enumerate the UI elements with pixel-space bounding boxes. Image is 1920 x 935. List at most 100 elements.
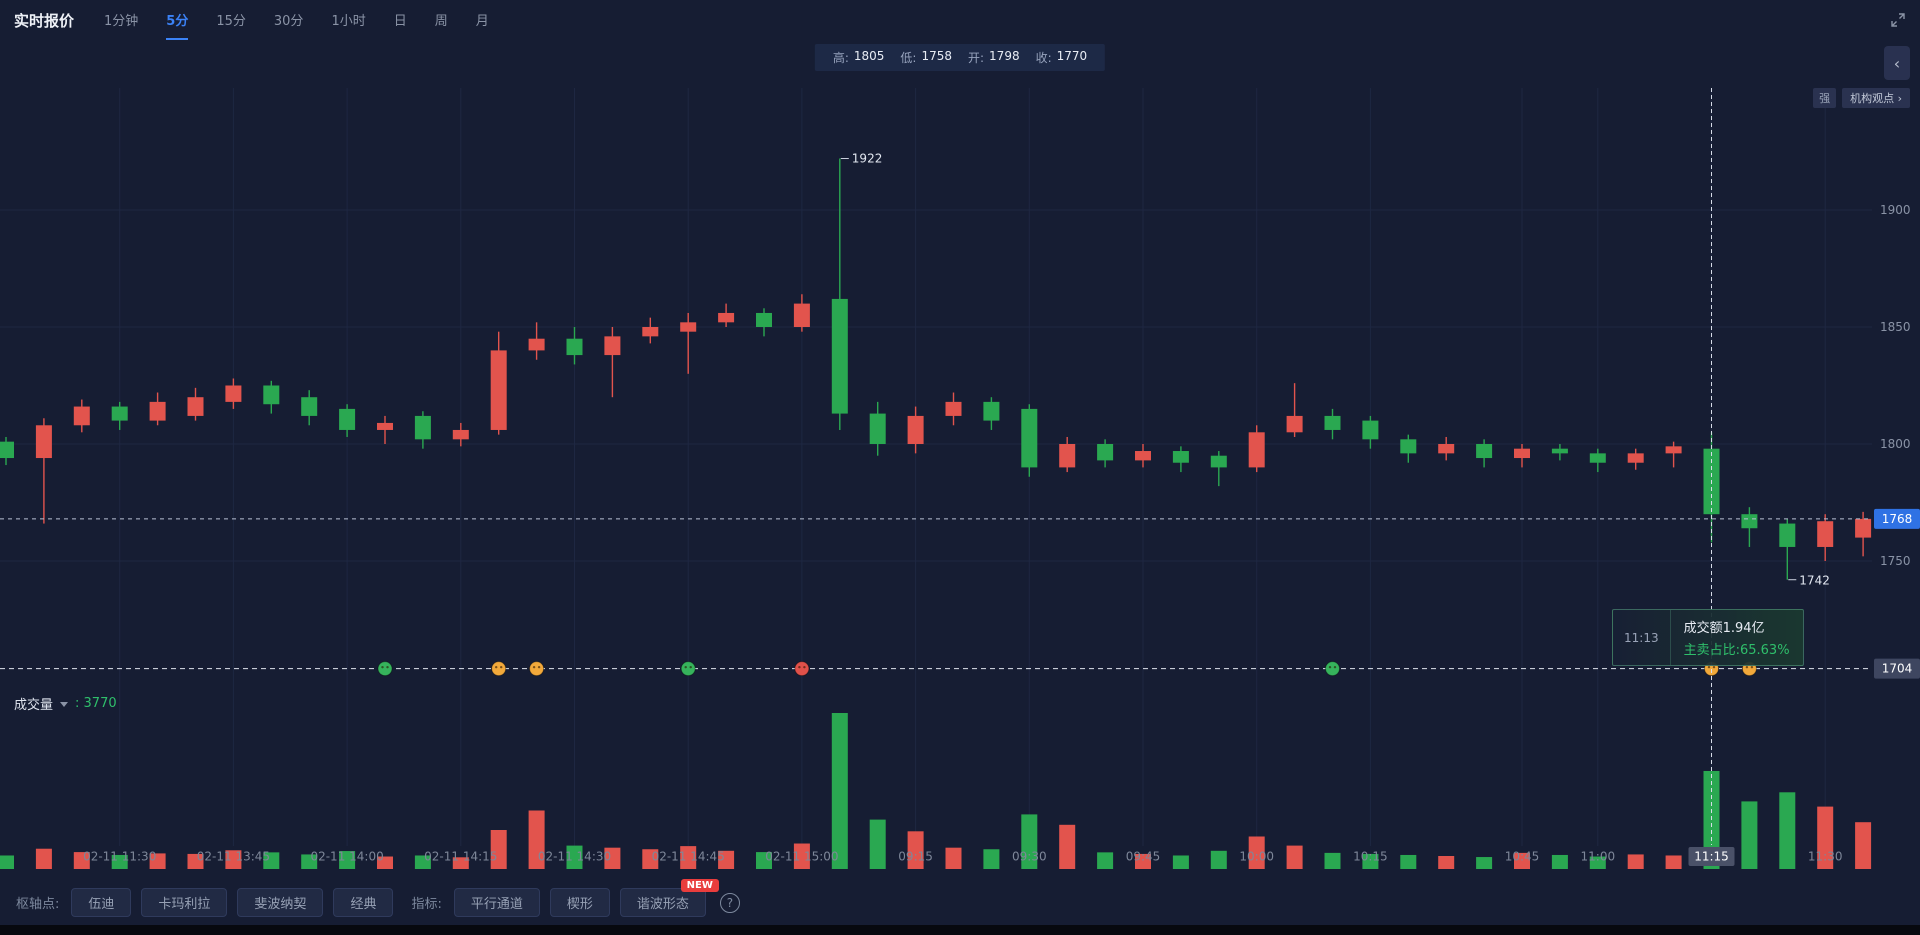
candle-body[interactable] [1172,451,1189,463]
volume-bar[interactable] [907,831,924,869]
volume-bar[interactable] [1817,806,1834,869]
signal-marker-icon[interactable] [491,661,507,677]
candle-body[interactable] [1627,453,1644,463]
volume-bar[interactable] [452,857,469,869]
candle-body[interactable] [339,408,356,430]
candle-body[interactable] [1400,439,1417,454]
volume-bar[interactable] [1514,852,1530,869]
volume-bar[interactable] [35,848,52,869]
candle-body[interactable] [301,397,318,416]
candle-body[interactable] [263,385,280,405]
candle-body[interactable] [1059,444,1076,468]
volume-bar[interactable] [1059,824,1076,869]
candle-body[interactable] [149,401,166,421]
volume-bar[interactable] [869,819,886,869]
volume-bar[interactable] [339,851,356,869]
indicator-button-平行通道[interactable]: 平行通道 [453,888,540,917]
candle-body[interactable] [907,415,924,444]
indicator-button-楔形[interactable]: 楔形 [549,888,610,917]
volume-bar[interactable] [490,830,507,869]
signal-marker-icon[interactable] [377,661,393,677]
volume-bar[interactable] [1248,836,1265,870]
volume-bar[interactable] [680,846,697,869]
candle-body[interactable] [1551,448,1568,454]
volume-bar[interactable] [1324,852,1341,869]
candle-body[interactable] [604,336,621,356]
volume-bar[interactable] [642,849,659,869]
volume-bar[interactable] [414,855,431,869]
tab-1分钟[interactable]: 1分钟 [104,13,139,29]
volume-bar[interactable] [149,853,166,869]
tab-30分[interactable]: 30分 [273,13,304,29]
candle-body[interactable] [1362,420,1379,440]
fullscreen-icon[interactable] [1890,12,1906,28]
candle-body[interactable] [793,303,810,327]
candle-body[interactable] [1589,453,1606,463]
candle-body[interactable] [414,415,431,440]
tab-月[interactable]: 月 [475,13,489,29]
volume-bar[interactable] [301,854,318,869]
candle-body[interactable] [566,338,583,356]
signal-marker-icon[interactable] [529,661,545,677]
candle-body[interactable] [1021,408,1038,468]
volume-bar[interactable] [187,853,204,869]
candle-body[interactable] [1248,432,1265,468]
candle-body[interactable] [831,298,848,414]
institution-viewpoint-link[interactable]: 机构观点 › [1842,88,1910,108]
candle-body[interactable] [680,322,697,332]
candle-body[interactable] [452,429,469,440]
candle-body[interactable] [1210,455,1227,468]
candle-body[interactable] [35,425,52,459]
candle-body[interactable] [642,327,659,337]
signal-marker-icon[interactable] [1325,661,1340,677]
signal-marker-icon[interactable] [680,661,696,677]
volume-bar[interactable] [1021,814,1038,869]
candle-body[interactable] [718,312,735,323]
candle-body[interactable] [225,385,242,402]
candle-body[interactable] [490,350,507,430]
volume-bar[interactable] [1779,792,1796,869]
volume-bar[interactable] [1627,854,1644,869]
candle-body[interactable] [1324,415,1341,430]
candle-body[interactable] [187,397,204,416]
candle-body[interactable] [1476,444,1493,459]
pivot-button-伍迪[interactable]: 伍迪 [71,888,132,917]
candle-body[interactable] [1097,444,1114,461]
volume-bar[interactable] [0,855,14,869]
candle-body[interactable] [0,441,14,459]
volume-bar[interactable] [1400,854,1417,869]
volume-bar[interactable] [831,713,848,869]
pivot-button-卡玛利拉[interactable]: 卡玛利拉 [141,888,228,917]
chevron-down-icon[interactable] [60,702,69,707]
candle-body[interactable] [377,422,393,430]
volume-bar[interactable] [1097,852,1114,869]
collapse-panel-button[interactable]: ‹ [1884,46,1910,80]
volume-bar[interactable] [528,810,545,870]
candle-body[interactable] [1135,451,1151,461]
volume-bar[interactable] [1741,801,1758,869]
volume-bar[interactable] [566,845,583,869]
volume-bar[interactable] [1551,854,1568,869]
candle-body[interactable] [869,413,886,444]
tab-15分[interactable]: 15分 [216,13,246,29]
pivot-button-斐波纳契[interactable]: 斐波纳契 [237,888,324,917]
volume-bar[interactable] [1172,855,1189,869]
volume-bar[interactable] [1286,845,1303,869]
volume-bar[interactable] [1476,857,1493,869]
volume-bar[interactable] [945,847,962,869]
candle-body[interactable] [1665,446,1682,454]
candle-body[interactable] [73,406,90,426]
volume-bar[interactable] [756,852,772,869]
volume-bar[interactable] [1589,856,1606,869]
candle-body[interactable] [983,401,1000,421]
tab-5分[interactable]: 5分 [166,0,189,40]
volume-bar[interactable] [1362,853,1379,869]
volume-bar[interactable] [604,847,621,869]
candle-body[interactable] [528,338,545,351]
candle-body[interactable] [945,401,962,416]
candle-body[interactable] [1514,448,1530,459]
volume-bar[interactable] [111,854,128,869]
volume-bar[interactable] [1210,850,1227,869]
candle-body[interactable] [1286,415,1303,433]
